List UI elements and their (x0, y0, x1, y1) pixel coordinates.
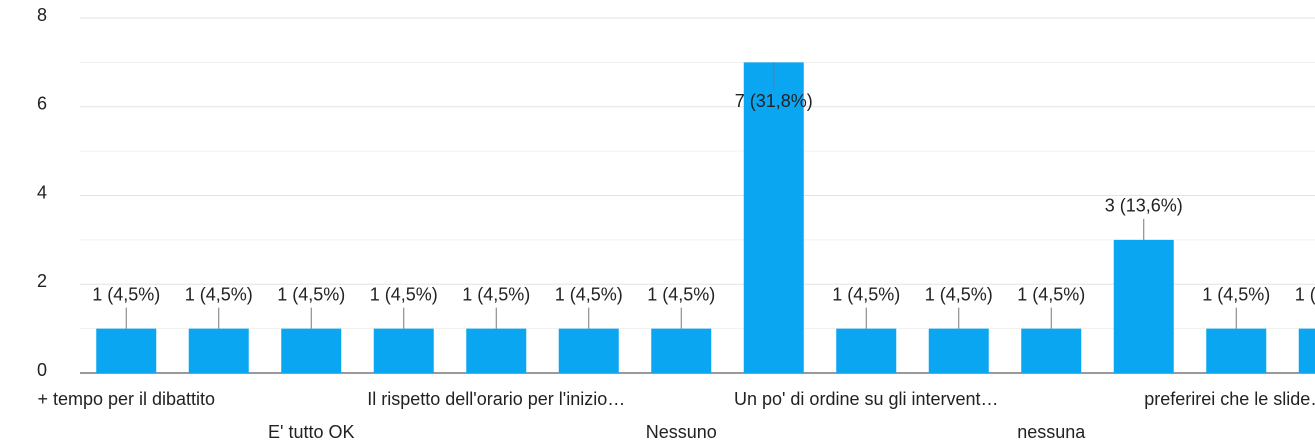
bar (928, 328, 989, 373)
bar (96, 328, 157, 373)
y-tick-label: 6 (37, 94, 47, 114)
x-tick-label: Il rispetto dell'orario per l'inizio… (367, 389, 625, 409)
data-label: 1 (4,5%) (185, 284, 253, 304)
data-label: 1 (4,5%) (277, 284, 345, 304)
data-label: 1 (4,5%) (555, 284, 623, 304)
data-label: 1 (4,5%) (370, 284, 438, 304)
bar (558, 328, 619, 373)
y-tick-label: 2 (37, 271, 47, 291)
bar (188, 328, 249, 373)
x-tick-label: E' tutto OK (268, 422, 354, 442)
data-label: 1 (4,5%) (832, 284, 900, 304)
bar (651, 328, 712, 373)
data-label: 1 (4,5%) (1017, 284, 1085, 304)
bar (1298, 328, 1315, 373)
y-tick-label: 8 (37, 5, 47, 25)
bar (281, 328, 342, 373)
data-label: 1 (4,5%) (647, 284, 715, 304)
x-tick-label: Nessuno (646, 422, 717, 442)
data-label: 3 (13,6%) (1105, 196, 1183, 216)
x-tick-label: + tempo per il dibattito (37, 389, 215, 409)
bar (743, 62, 804, 373)
data-label: 7 (31,8%) (735, 91, 813, 111)
data-label: 1 (4,5%) (92, 284, 160, 304)
x-tick-label: preferirei che le slide… (1144, 389, 1315, 409)
bar (466, 328, 527, 373)
y-tick-label: 4 (37, 182, 47, 202)
bar (1021, 328, 1082, 373)
x-tick-label: Un po' di ordine su gli intervent… (734, 389, 999, 409)
bar (373, 328, 434, 373)
y-tick-label: 0 (37, 360, 47, 380)
data-label: 1 (4,5%) (925, 284, 993, 304)
bar (836, 328, 897, 373)
data-label: 1 (4,5%) (462, 284, 530, 304)
data-label: 1 (4,5%) (1295, 284, 1315, 304)
bar (1206, 328, 1267, 373)
data-label: 1 (4,5%) (1202, 284, 1270, 304)
x-tick-label: nessuna (1017, 422, 1086, 442)
bar (1113, 239, 1174, 373)
